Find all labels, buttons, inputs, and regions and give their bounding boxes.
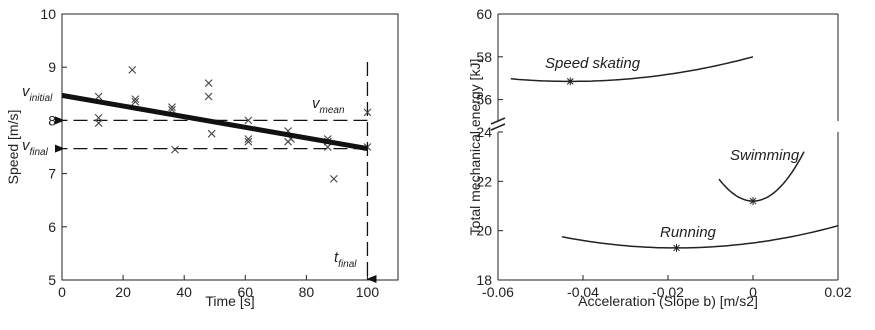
right-tick-marks [497, 13, 839, 281]
y-axis-label-right: Total mechanical energy [kJ] [467, 59, 483, 236]
x-tick-label: -0.06 [482, 284, 514, 300]
scatter-point [204, 92, 213, 101]
x-tick-label: 0 [749, 284, 757, 300]
scatter-point [207, 129, 216, 138]
scatter-point [244, 116, 253, 125]
scatter-point [323, 143, 332, 151]
right-series [510, 56, 839, 252]
annotation-v-final: vfinal [22, 137, 49, 158]
scatter-point [204, 79, 213, 88]
scatter-point [171, 145, 179, 154]
y-tick-label: 56 [476, 92, 492, 108]
y-tick-label: 5 [48, 272, 56, 288]
y-tick-label: 20 [476, 223, 492, 239]
left-reference-lines [55, 62, 377, 283]
annotation-v-initial: vinitial [22, 83, 53, 104]
x-tick-label: 0.02 [824, 284, 851, 300]
scatter-point [94, 92, 103, 101]
left-tick-marks [61, 13, 368, 281]
minimum-marker-running [672, 243, 681, 252]
scatter-point [131, 97, 140, 106]
left-tick-labels: 0 20 40 60 80 100 5 6 7 8 9 10 [40, 6, 379, 300]
axis-break-marks [490, 117, 506, 131]
x-axis-label-left: Time [s] [205, 293, 254, 309]
y-tick-label: 6 [48, 219, 56, 235]
scatter-point [131, 95, 140, 104]
minimum-marker-swimming [749, 197, 757, 206]
x-tick-label: 0 [58, 284, 66, 300]
series-label-swimming: Swimming [730, 147, 800, 164]
scatter-point [244, 137, 253, 146]
y-tick-label: 10 [40, 6, 56, 22]
x-axis-label-right: Acceleration (Slope b) [m/s2] [578, 293, 758, 309]
x-tick-label: 100 [356, 284, 380, 300]
scatter-point [94, 119, 103, 127]
x-tick-label: -0.02 [652, 284, 684, 300]
y-tick-label: 60 [476, 6, 492, 22]
x-tick-label: 60 [237, 284, 253, 300]
scatter-point [244, 135, 253, 143]
scatter-point [168, 103, 176, 111]
y-tick-label: 24 [476, 124, 492, 140]
x-tick-label: 40 [176, 284, 192, 300]
y-tick-label: 22 [476, 173, 492, 189]
y-axis-label-left: Speed [m/s] [5, 110, 21, 185]
energy-acceleration-chart: -0.06 -0.04 -0.02 0 0.02 18 20 22 24 56 58 60 Accel… [467, 6, 852, 309]
fit-line [61, 92, 368, 152]
y-tick-label: 58 [476, 49, 492, 65]
x-tick-label: 80 [299, 284, 315, 300]
right-tick-labels: -0.06 -0.04 -0.02 0 0.02 18 20 22 24 56 58 60 [476, 6, 851, 300]
series-curve-swimming [718, 151, 805, 202]
series-label-running: Running [660, 224, 717, 241]
y-tick-label: 8 [48, 112, 56, 128]
y-tick-label: 7 [48, 166, 56, 182]
y-tick-label: 18 [476, 272, 492, 288]
y-tick-label: 9 [48, 59, 56, 75]
annotation-t-final: tfinal [334, 249, 357, 270]
series-curve-running [561, 224, 839, 249]
scatter-point [329, 175, 338, 183]
scatter-point [128, 65, 137, 74]
x-tick-label: -0.04 [567, 284, 599, 300]
x-tick-label: 20 [115, 284, 131, 300]
left-scatter-points [94, 65, 372, 183]
scatter-point [363, 108, 372, 117]
series-label-speed-skating: Speed skating [545, 55, 641, 72]
series-curve-speed-skating [510, 56, 754, 83]
speed-time-chart: 0 20 40 60 80 100 5 6 7 8 9 10 Time [s] Speed [m/s]… [5, 6, 399, 309]
annotation-v-mean: vmean [312, 95, 345, 116]
minimum-marker-speed-skating [566, 77, 575, 86]
